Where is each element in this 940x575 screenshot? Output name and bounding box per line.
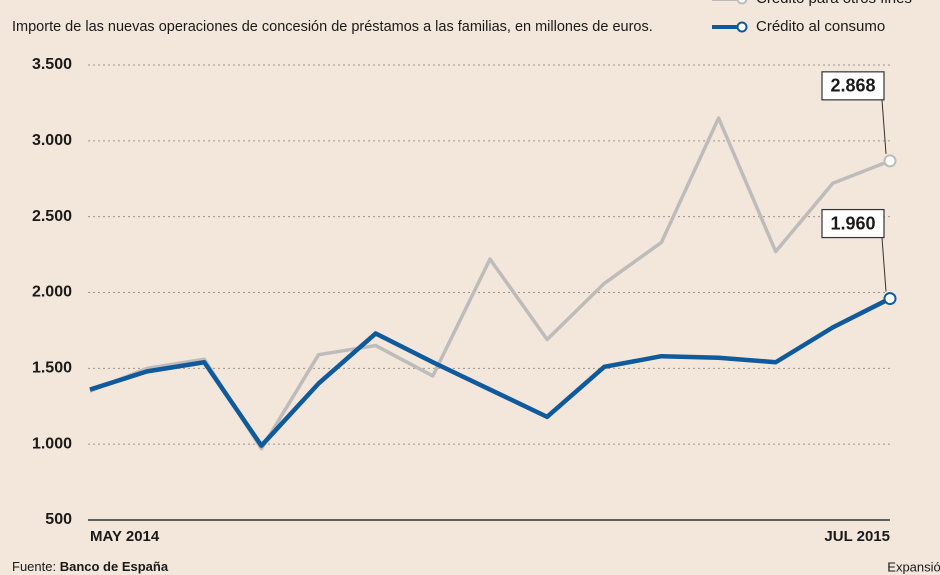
source-label: Fuente: (12, 559, 56, 574)
y-tick-label: 3.000 (32, 132, 72, 149)
legend-label: Crédito al consumo (756, 18, 885, 35)
y-tick-label: 500 (45, 511, 72, 528)
data-label: 1.960 (830, 213, 875, 233)
y-tick-label: 1.500 (32, 360, 72, 377)
end-point (883, 292, 897, 306)
line-series (89, 296, 892, 448)
y-tick-label: 3.500 (32, 56, 72, 73)
x-tick-label: JUL 2015 (824, 528, 890, 545)
callout-pointer (881, 99, 887, 154)
data-label: 2.868 (830, 76, 875, 96)
end-point (883, 154, 897, 168)
callout-box (821, 71, 885, 101)
chart-subtitle: Importe de las nuevas operaciones de con… (12, 19, 653, 35)
x-tick-label: MAY 2014 (90, 528, 160, 545)
y-tick-label: 2.500 (32, 208, 72, 225)
legend-marker (736, 0, 748, 5)
source: Fuente: Banco de España (12, 559, 169, 574)
legend-label: Crédito para otros fines (756, 0, 912, 7)
y-tick-label: 1.000 (32, 435, 72, 452)
legend-marker (736, 21, 748, 33)
callout-pointer (881, 237, 887, 292)
callout-box (821, 208, 885, 239)
source-name: Banco de España (60, 559, 169, 574)
y-tick-label: 2.000 (32, 284, 72, 301)
brand: Expansión (887, 559, 940, 574)
